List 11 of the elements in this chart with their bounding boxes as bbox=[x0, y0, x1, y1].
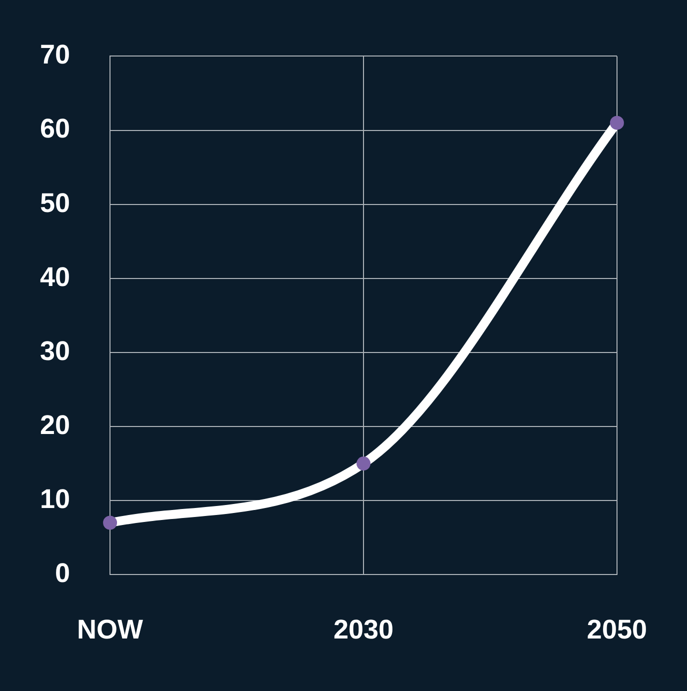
x-tick-label: NOW bbox=[77, 614, 144, 644]
y-tick-label: 20 bbox=[40, 410, 70, 440]
y-tick-label: 40 bbox=[40, 262, 70, 292]
x-tick-label: 2030 bbox=[333, 614, 394, 644]
y-tick-label: 0 bbox=[55, 558, 70, 588]
x-tick-label: 2050 bbox=[586, 614, 648, 644]
y-tick-label: 70 bbox=[40, 40, 70, 70]
y-tick-label: 60 bbox=[40, 114, 70, 144]
y-tick-label: 30 bbox=[40, 336, 70, 366]
y-tick-label: 50 bbox=[40, 188, 70, 218]
y-tick-label: 10 bbox=[40, 484, 70, 514]
